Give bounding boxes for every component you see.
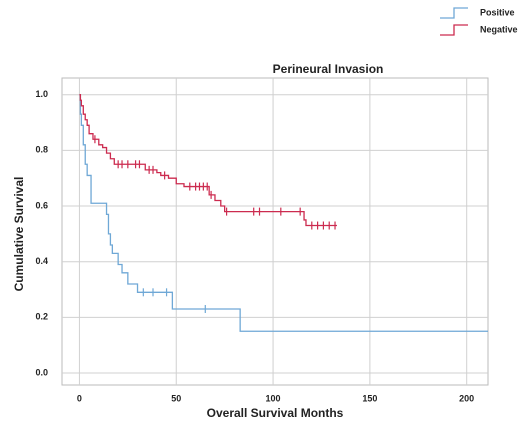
x-tick-label: 100	[266, 393, 281, 403]
y-tick-label: 0.4	[35, 256, 48, 266]
y-tick-label: 0.2	[35, 312, 48, 322]
x-tick-label: 200	[459, 393, 474, 403]
y-axis-title: Cumulative Survival	[12, 177, 26, 292]
x-tick-label: 150	[362, 393, 377, 403]
x-axis-title: Overall Survival Months	[207, 406, 344, 420]
legend-label: Negative	[480, 24, 518, 34]
x-tick-label: 0	[77, 393, 82, 403]
survival-curve	[79, 94, 488, 332]
y-tick-label: 0.6	[35, 200, 48, 210]
y-tick-label: 0.0	[35, 367, 48, 377]
legend-swatch	[440, 7, 468, 19]
survival-curve	[79, 94, 337, 227]
plot-area	[61, 77, 489, 386]
legend-swatch	[440, 24, 468, 36]
y-tick-label: 0.8	[35, 145, 48, 155]
y-tick-label: 1.0	[35, 89, 48, 99]
x-tick-label: 50	[171, 393, 181, 403]
legend-label: Positive	[480, 7, 515, 17]
chart-title: Perineural Invasion	[273, 62, 384, 76]
